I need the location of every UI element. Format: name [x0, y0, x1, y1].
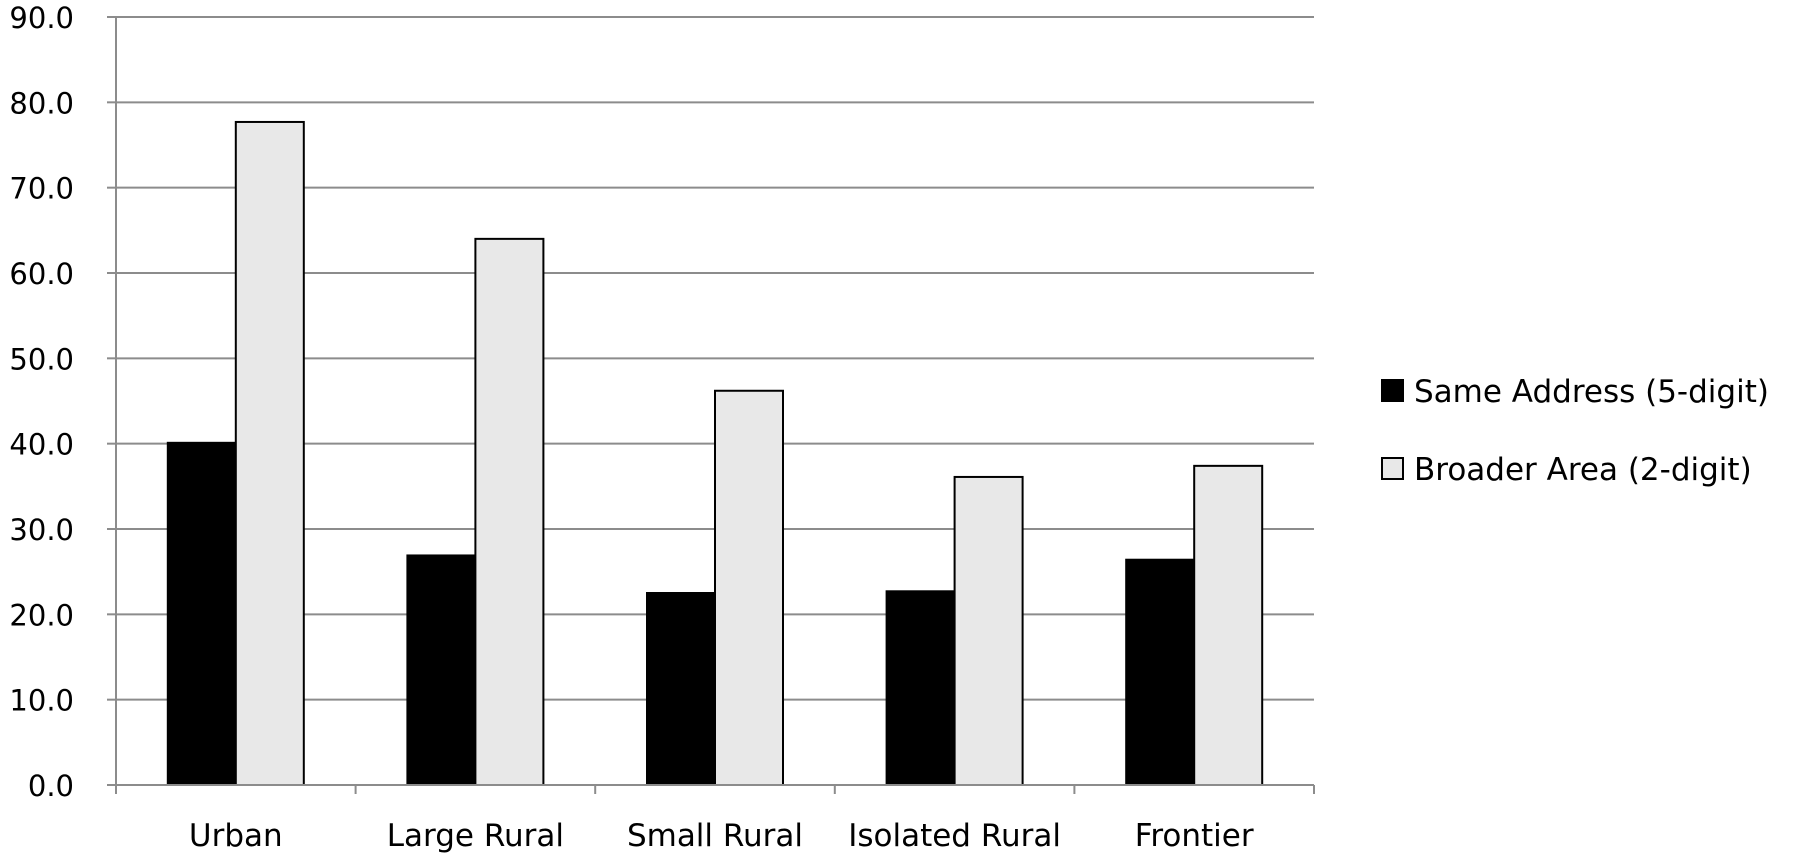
bars [166, 120, 1264, 787]
bar-small-rural-series-1 [646, 592, 716, 786]
bar-isolated-rural-series-1 [885, 590, 956, 786]
bar-urban-series-1 [166, 441, 237, 786]
x-tick-label: Urban [189, 818, 283, 854]
bar-isolated-rural-series-2 [953, 475, 1024, 786]
y-tick-label: 80.0 [9, 86, 74, 120]
y-axis-ticks: 0.0 10.0 20.0 30.0 40.0 50.0 60.0 70.0 80.0 90.0 [9, 1, 116, 803]
legend-label: Same Address (5-digit) [1414, 374, 1769, 410]
x-tick-label: Isolated Rural [848, 818, 1061, 854]
legend[interactable]: Same Address (5-digit) Broader Area (2-di… [1381, 374, 1769, 488]
y-tick-label: 40.0 [9, 428, 74, 462]
bar-large-rural-series-1 [406, 554, 477, 786]
y-tick-label: 60.0 [9, 257, 74, 291]
legend-swatch [1381, 379, 1404, 402]
y-tick-label: 10.0 [9, 684, 74, 718]
legend-swatch [1381, 457, 1404, 480]
x-tick-label: Small Rural [627, 818, 803, 854]
x-tick-label: Large Rural [387, 818, 564, 854]
y-tick-label: 0.0 [28, 769, 74, 803]
x-tick-label: Frontier [1135, 818, 1254, 854]
y-tick-label: 20.0 [9, 598, 74, 632]
legend-label: Broader Area (2-digit) [1414, 452, 1752, 488]
x-axis-labels: Urban Large Rural Small Rural Isolated Rura… [115, 785, 1315, 854]
bar-frontier-series-2 [1193, 464, 1264, 786]
bar-small-rural-series-2 [714, 389, 784, 786]
y-tick-label: 70.0 [9, 172, 74, 206]
bar-large-rural-series-2 [474, 237, 545, 787]
bar-urban-series-2 [234, 120, 305, 786]
y-tick-label: 30.0 [9, 513, 74, 547]
y-tick-label: 90.0 [9, 1, 74, 35]
y-tick-label: 50.0 [9, 342, 74, 376]
gridlines [116, 16, 1314, 701]
bar-frontier-series-1 [1125, 558, 1196, 786]
axes [115, 17, 1314, 786]
